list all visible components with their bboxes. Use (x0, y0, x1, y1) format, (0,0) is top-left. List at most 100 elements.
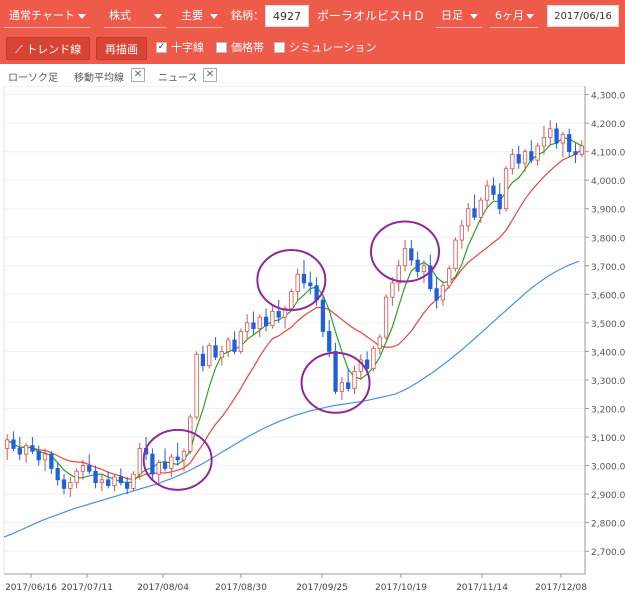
highlight-circle (142, 428, 213, 491)
trend-line-button[interactable]: ⟋ トレンド線 (6, 37, 91, 60)
candle-body (503, 168, 509, 210)
ma-short-line (6, 137, 583, 484)
candle-body (352, 370, 357, 389)
candle-body (219, 351, 225, 358)
candle-body (295, 273, 300, 292)
candle-body (308, 282, 313, 287)
company-name: ポーラオルビスＨＤ (317, 9, 426, 23)
candle-body (74, 470, 79, 484)
cross-label: 十字線 (171, 41, 204, 54)
redraw-label: 再描画 (105, 43, 138, 56)
chart-type-select[interactable]: 通常チャート (4, 4, 90, 28)
candle-body (434, 288, 439, 301)
market-label: 株式 (109, 9, 131, 22)
tab-moving-average[interactable]: 移動平均線 (74, 73, 124, 84)
x-tick-label: 2017/06/16 (5, 583, 57, 593)
candle-body (402, 248, 408, 267)
ma-mid-line (6, 148, 583, 480)
tab-news[interactable]: ニュース (158, 73, 198, 84)
chart-type-label: 通常チャート (9, 9, 75, 22)
candle-body (371, 348, 376, 369)
candle-body (320, 299, 326, 332)
trend-line-label: トレンド線 (26, 43, 82, 56)
y-tick-label: 3,100.0 (591, 434, 625, 444)
chevron-down-icon (470, 14, 478, 19)
x-tick-label: 2017/09/25 (296, 583, 348, 593)
y-tick-label: 4,000.0 (591, 177, 625, 187)
candle-body (529, 151, 534, 161)
candle-body (181, 450, 187, 461)
date-value: 2017/06/16 (554, 11, 612, 22)
candle-body (516, 154, 521, 164)
candle-body (301, 273, 307, 284)
candle-body (364, 359, 370, 369)
plot-area (3, 86, 586, 575)
tab-candle[interactable]: ローソク足 (8, 73, 58, 84)
candle-body (333, 351, 338, 392)
candle-body (49, 453, 54, 469)
y-tick-label: 3,300.0 (591, 377, 625, 387)
candle-body (251, 322, 256, 329)
y-tick-label: 2,700.0 (591, 548, 625, 558)
y-tick-label: 3,400.0 (591, 348, 625, 358)
candle-body (346, 382, 351, 389)
candle-body (226, 339, 231, 352)
y-tick-label: 3,700.0 (591, 263, 625, 273)
code-input[interactable]: 4927 (265, 5, 309, 27)
exchange-select[interactable]: 主要 (176, 4, 222, 28)
candle-body (257, 316, 262, 329)
ma-long-line (3, 260, 580, 538)
candle-body (5, 439, 10, 449)
y-tick-label: 3,200.0 (591, 405, 625, 415)
candle-body (80, 465, 86, 472)
candle-body (541, 136, 547, 147)
candle-body (415, 259, 420, 272)
simulation-checkbox[interactable] (274, 42, 285, 53)
candle-body (93, 470, 98, 484)
chevron-down-icon (154, 14, 162, 19)
x-tick-label: 2017/11/14 (456, 583, 508, 593)
candle-body (162, 462, 168, 469)
highlight-circle (256, 249, 327, 312)
candle-body (118, 476, 123, 484)
y-tick-label: 4,100.0 (591, 149, 625, 159)
redraw-button[interactable]: 再描画 (96, 37, 147, 60)
candle-body (510, 154, 515, 170)
candle-body (194, 353, 199, 418)
x-tick-label: 2017/08/30 (215, 583, 267, 593)
candle-body (200, 353, 206, 367)
candle-body (377, 336, 382, 349)
cross-checkbox[interactable]: ✓ (156, 42, 167, 53)
close-icon[interactable]: ✕ (203, 68, 217, 82)
candle-body (440, 285, 446, 301)
chevron-down-icon (78, 14, 86, 19)
candle-body (573, 151, 578, 155)
candle-body (137, 448, 142, 475)
candle-body (30, 445, 35, 452)
candle-body (112, 476, 117, 486)
candle-body (36, 450, 41, 461)
close-icon[interactable]: ✕ (131, 68, 145, 82)
x-tick-label: 2017/08/04 (137, 583, 189, 593)
candle-body (276, 311, 281, 318)
candle-body (522, 151, 528, 164)
price-band-checkbox[interactable] (216, 42, 227, 53)
candle-body (270, 311, 275, 327)
candle-body (156, 462, 161, 475)
candle-body (428, 265, 433, 290)
y-tick-label: 2,800.0 (591, 520, 625, 530)
code-label: 銘柄： (231, 9, 264, 22)
market-select[interactable]: 株式 (104, 4, 166, 28)
candle-body (466, 208, 471, 227)
candle-body (42, 453, 48, 461)
indicator-tabs: ローソク足 移動平均線 ✕ ニュース ✕ (0, 66, 625, 86)
interval-select[interactable]: 日足 (436, 4, 482, 28)
range-select[interactable]: 6ヶ月 (490, 4, 538, 28)
toolbar: 通常チャート 株式 主要 銘柄： 4927 ポーラオルビスＨＤ 日足 6ヶ月 2… (0, 0, 625, 64)
candle-body (497, 194, 502, 210)
candlestick-chart[interactable]: 2,700.0 2,800.0 2,900.0 3,000.0 3,100.0 3,200… (0, 86, 625, 600)
y-tick-label: 3,500.0 (591, 320, 625, 330)
candle-body (535, 145, 540, 161)
y-tick-label: 2,900.0 (591, 491, 625, 501)
date-input[interactable]: 2017/06/16 (547, 5, 619, 27)
